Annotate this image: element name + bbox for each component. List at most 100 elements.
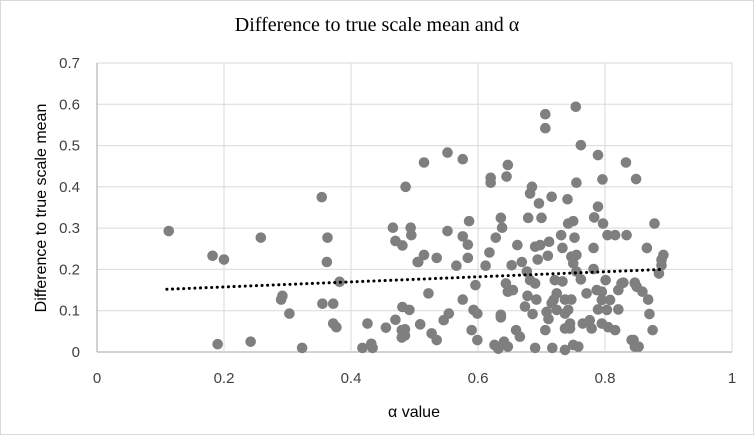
data-point: [390, 314, 401, 326]
data-point: [431, 252, 443, 264]
data-point: [163, 225, 175, 237]
data-point: [540, 324, 551, 336]
data-point: [522, 290, 533, 302]
data-point: [613, 304, 624, 315]
data-point: [575, 139, 587, 151]
data-point: [457, 231, 469, 242]
data-point: [321, 256, 333, 268]
data-point: [649, 218, 660, 229]
data-point: [529, 278, 541, 289]
data-point: [570, 101, 582, 113]
data-point: [218, 254, 230, 265]
data-point: [532, 254, 543, 265]
data-point: [542, 250, 554, 262]
data-point: [543, 236, 555, 248]
data-point: [527, 308, 538, 320]
y-tick-label: 0.4: [59, 179, 80, 196]
data-point: [567, 257, 579, 269]
data-point: [357, 342, 368, 354]
data-point: [571, 249, 582, 261]
data-point: [457, 153, 469, 165]
data-point: [564, 323, 576, 334]
data-point: [462, 239, 474, 250]
data-point: [493, 343, 504, 354]
data-point: [331, 321, 342, 333]
data-point: [423, 288, 434, 299]
y-tick-label: 0.1: [59, 303, 80, 320]
data-point: [472, 308, 483, 319]
x-tick-label: 0.2: [214, 370, 235, 387]
y-tick-label: 0.5: [59, 138, 80, 155]
data-point: [609, 229, 621, 241]
data-point: [596, 286, 608, 298]
data-point: [540, 108, 551, 120]
data-point: [536, 212, 547, 224]
data-point: [275, 294, 287, 305]
data-point: [387, 222, 399, 234]
data-point: [588, 212, 600, 223]
data-point: [644, 308, 655, 320]
data-point: [557, 276, 568, 287]
data-point: [551, 304, 563, 316]
data-point: [629, 341, 641, 352]
data-point: [496, 222, 508, 234]
data-point: [575, 274, 587, 285]
data-point: [472, 334, 483, 346]
x-tick-label: 0.6: [468, 370, 489, 387]
data-point: [507, 284, 519, 296]
data-point: [637, 286, 648, 298]
data-point: [399, 330, 411, 341]
data-point: [495, 312, 507, 323]
y-tick-label: 0: [72, 344, 80, 361]
data-point: [546, 191, 557, 203]
data-point: [316, 191, 328, 203]
data-point: [522, 212, 534, 224]
data-point: [397, 240, 408, 251]
data-point: [567, 215, 579, 227]
data-point: [656, 260, 667, 271]
data-point: [592, 201, 604, 212]
data-point: [588, 242, 599, 254]
data-point: [604, 294, 616, 306]
data-point: [480, 260, 491, 272]
y-tick-label: 0.3: [59, 220, 80, 237]
data-point: [207, 250, 218, 262]
data-point: [442, 147, 453, 158]
data-point: [245, 336, 256, 347]
data-point: [284, 308, 295, 319]
data-point: [470, 279, 481, 291]
data-point: [571, 266, 582, 277]
data-point: [406, 229, 417, 241]
data-point: [618, 277, 629, 288]
data-point: [457, 294, 469, 305]
data-point: [255, 232, 267, 243]
data-point: [443, 308, 455, 319]
data-point: [630, 173, 642, 185]
data-point: [597, 218, 609, 229]
x-tick-label: 0.4: [341, 370, 362, 387]
data-point: [466, 324, 477, 336]
data-point: [414, 319, 426, 330]
y-tick-label: 0.7: [59, 55, 80, 72]
data-point: [543, 313, 554, 325]
data-point: [557, 242, 568, 254]
x-tick-label: 0: [93, 370, 101, 387]
data-point: [506, 260, 517, 271]
data-point: [571, 177, 582, 189]
data-point: [400, 181, 411, 193]
data-points: [163, 101, 669, 356]
data-point: [641, 242, 653, 254]
data-point: [559, 344, 571, 356]
data-point: [600, 274, 611, 286]
data-point: [653, 268, 665, 279]
data-point: [500, 278, 512, 289]
data-point: [413, 256, 424, 268]
data-point: [601, 304, 613, 316]
data-point: [462, 252, 474, 264]
data-point: [502, 341, 514, 352]
data-point: [597, 174, 608, 185]
y-axis-label: Difference to true scale mean: [33, 104, 50, 313]
data-point: [404, 304, 415, 316]
data-point: [529, 342, 541, 354]
